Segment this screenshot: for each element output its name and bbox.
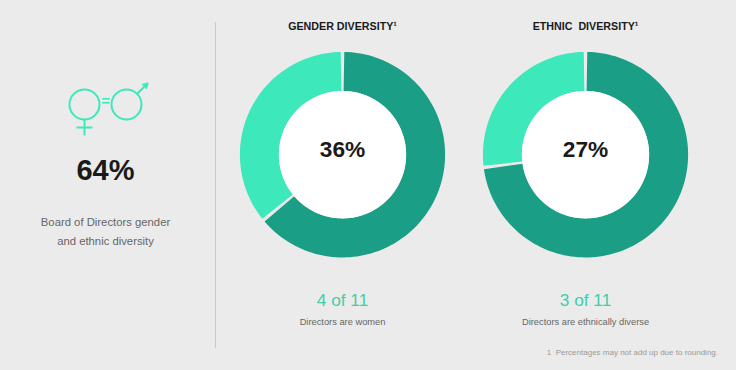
svg-text:4 of 11: 4 of 11 [317, 290, 369, 310]
svg-text:3 of 11: 3 of 11 [560, 290, 612, 310]
svg-text:Directors are ethnically diver: Directors are ethnically diverse [522, 317, 649, 327]
svg-text:GENDER DIVERSITY¹: GENDER DIVERSITY¹ [288, 20, 397, 32]
svg-text:=: = [101, 92, 110, 109]
svg-text:Directors are women: Directors are women [300, 317, 386, 327]
svg-text:27%: 27% [563, 136, 608, 162]
html-text:1 Percentages may not add up d: 1 Percentages may not add up due to roun… [546, 348, 718, 357]
svg-text:64%: 64% [76, 154, 134, 186]
svg-text:36%: 36% [320, 136, 365, 162]
svg-text:Board of Directors genderand e: Board of Directors genderand ethnic dive… [41, 216, 171, 247]
svg-text:ETHNIC DIVERSITY¹: ETHNIC DIVERSITY¹ [533, 20, 639, 32]
